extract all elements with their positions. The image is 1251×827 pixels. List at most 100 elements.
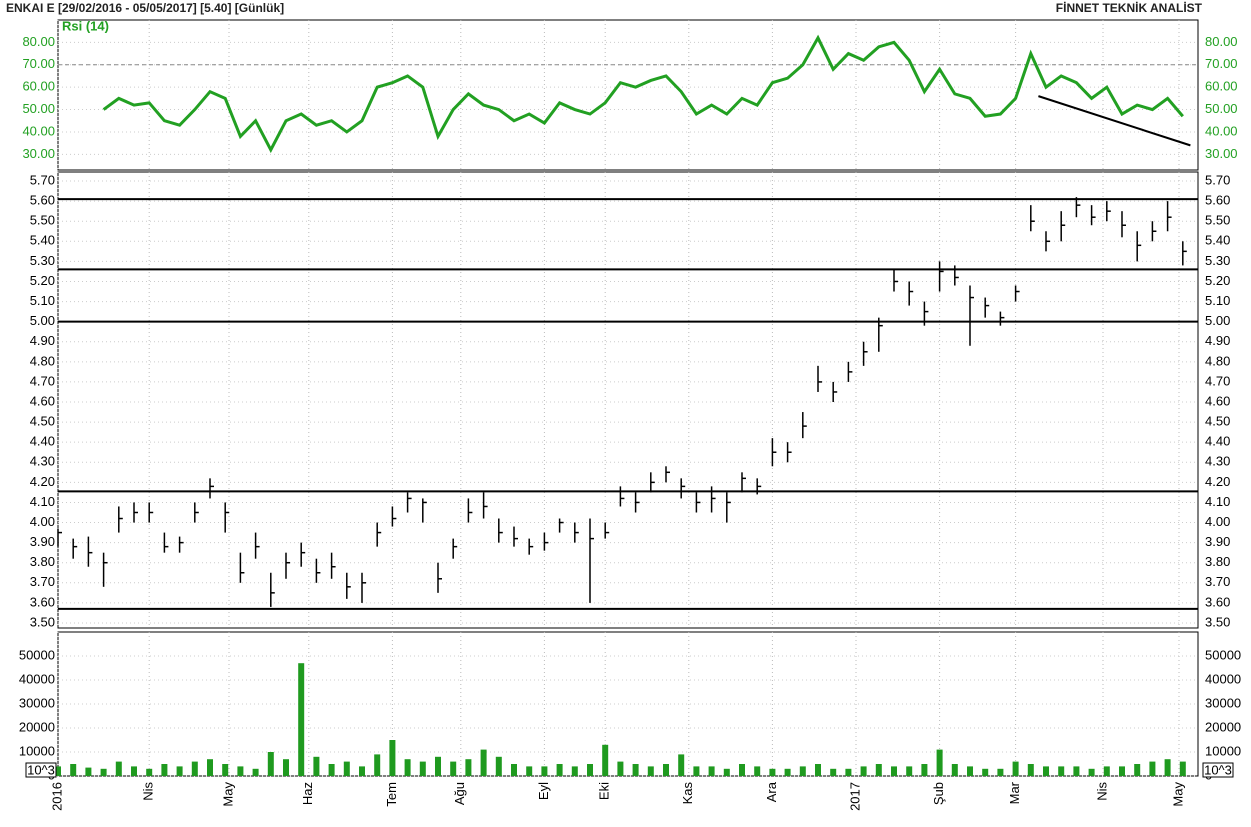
volume-bar <box>435 756 441 776</box>
volume-bar <box>450 761 457 776</box>
volume-bar <box>815 764 821 776</box>
volume-bar <box>237 766 244 776</box>
x-tick-label: Ağu <box>452 782 467 805</box>
y-tick-label: 4.40 <box>30 434 55 449</box>
volume-bar <box>541 766 548 776</box>
volume-bar <box>891 766 897 776</box>
y-tick-label: 40000 <box>19 671 55 686</box>
x-tick-label: Nis <box>1094 782 1109 801</box>
volume-bar <box>921 764 928 776</box>
volume-bar <box>739 764 745 776</box>
volume-bar <box>1179 761 1186 776</box>
y-tick-label-right: 5.50 <box>1205 213 1230 228</box>
y-tick-label-right: 30000 <box>1205 695 1241 710</box>
volume-bar <box>951 764 958 776</box>
y-tick-label-right: 5.40 <box>1205 233 1230 248</box>
volume-bar <box>1073 766 1080 776</box>
volume-bar <box>115 761 122 776</box>
volume-bar <box>70 764 77 776</box>
x-tick-label: Kas <box>680 782 695 805</box>
y-tick-label: 5.60 <box>30 193 55 208</box>
y-tick-label: 4.30 <box>30 454 55 469</box>
y-tick-label: 20000 <box>19 719 55 734</box>
volume-bar <box>283 759 289 776</box>
y-tick-label-right: 80.00 <box>1205 34 1238 49</box>
x-tick-label: 2017 <box>847 782 862 811</box>
y-tick-label: 30000 <box>19 695 55 710</box>
volume-bar <box>389 740 396 776</box>
volume-bar <box>1012 761 1019 776</box>
volume-bar <box>967 766 973 776</box>
x-tick-label: Eki <box>597 782 612 800</box>
volume-bar <box>1043 766 1049 776</box>
y-tick-label: 4.90 <box>30 333 55 348</box>
y-tick-label-right: 3.60 <box>1205 594 1230 609</box>
volume-bar <box>769 768 776 776</box>
y-tick-label: 4.80 <box>30 353 55 368</box>
panel-frame <box>57 19 1199 171</box>
y-tick-label-right: 4.30 <box>1205 454 1230 469</box>
volume-bar <box>176 766 183 776</box>
y-tick-label-right: 5.30 <box>1205 253 1230 268</box>
volume-bar <box>906 766 913 776</box>
volume-bar <box>359 766 365 776</box>
volume-bar <box>222 764 229 776</box>
y-tick-label-right: 3.70 <box>1205 574 1230 589</box>
volume-bar <box>419 761 426 776</box>
x-tick-label: Nis <box>141 782 156 801</box>
y-tick-label-right: 4.60 <box>1205 393 1230 408</box>
volume-bar <box>997 768 1004 776</box>
y-tick-label: 3.90 <box>30 534 55 549</box>
y-tick-label: 5.50 <box>30 213 55 228</box>
volume-bar <box>708 766 715 776</box>
y-tick-label-right: 4.00 <box>1205 514 1230 529</box>
volume-bar <box>100 768 107 776</box>
y-tick-label: 3.50 <box>30 614 55 629</box>
y-tick-label-right: 4.50 <box>1205 414 1230 429</box>
y-tick-label: 5.40 <box>30 233 55 248</box>
y-tick-label-right: 40000 <box>1205 671 1241 686</box>
volume-bar <box>556 764 563 776</box>
y-tick-label-right: 10000 <box>1205 743 1241 758</box>
volume-bar <box>1058 766 1065 776</box>
volume-bar <box>1027 764 1034 776</box>
header-title: ENKAI E [29/02/2016 - 05/05/2017] [5.40]… <box>6 1 284 15</box>
x-tick-label: Mar <box>1007 781 1022 804</box>
volume-bar <box>830 768 837 776</box>
y-tick-label: 4.20 <box>30 474 55 489</box>
y-tick-label: 3.80 <box>30 554 55 569</box>
volume-bar <box>267 752 274 776</box>
y-tick-label-right: 5.00 <box>1205 313 1230 328</box>
y-tick-label-right: 4.10 <box>1205 494 1230 509</box>
volume-bar <box>404 759 411 776</box>
y-tick-label-right: 5.10 <box>1205 293 1230 308</box>
y-tick-label: 10000 <box>19 743 55 758</box>
volume-bar <box>1149 761 1156 776</box>
y-tick-label: 60.00 <box>22 79 55 94</box>
volume-bar <box>252 768 259 776</box>
y-tick-label-right: 4.40 <box>1205 434 1230 449</box>
volume-bar <box>1164 759 1171 776</box>
y-tick-label: 4.50 <box>30 414 55 429</box>
y-tick-label-right: 4.80 <box>1205 353 1230 368</box>
volume-bar <box>678 754 685 776</box>
volume-bar <box>191 761 198 776</box>
y-tick-label: 5.10 <box>30 293 55 308</box>
y-tick-label: 4.70 <box>30 373 55 388</box>
x-tick-label: Eyl <box>536 782 551 800</box>
unit-box <box>25 762 57 778</box>
volume-bar <box>207 759 213 776</box>
y-tick-label: 30.00 <box>22 146 55 161</box>
y-tick-label-right: 60.00 <box>1205 79 1238 94</box>
y-tick-label-right: 3.90 <box>1205 534 1230 549</box>
y-tick-label-right: 40.00 <box>1205 123 1238 138</box>
unit-label: 10^3 <box>1204 762 1232 777</box>
y-tick-label: 3.70 <box>30 574 55 589</box>
volume-bar <box>1103 766 1110 776</box>
x-tick-label: Şub <box>931 782 946 805</box>
volume-bar <box>663 764 669 776</box>
y-tick-label: 5.30 <box>30 253 55 268</box>
x-tick-label: May <box>1170 782 1185 807</box>
